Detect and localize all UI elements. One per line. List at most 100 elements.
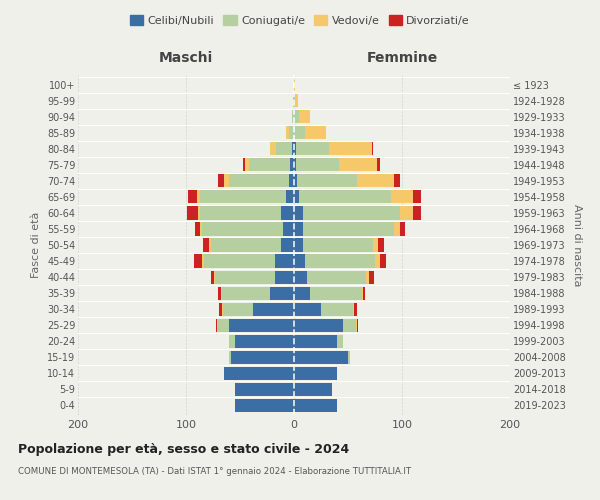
Bar [243,158,245,172]
Bar [229,174,289,188]
Bar [283,222,294,235]
Bar [290,158,294,172]
Bar [413,206,421,220]
Bar [292,110,294,124]
Bar [220,302,221,316]
Bar [245,158,248,172]
Text: Femmine: Femmine [367,52,437,66]
Bar [400,206,413,220]
Bar [294,174,297,188]
Bar [377,158,380,172]
Bar [299,110,310,124]
Bar [310,286,362,300]
Bar [337,334,343,348]
Bar [286,126,289,140]
Bar [295,94,298,107]
Bar [362,286,363,300]
Bar [294,206,302,220]
Bar [294,110,299,124]
Bar [297,174,356,188]
Bar [394,222,400,235]
Bar [223,302,253,316]
Bar [292,142,294,156]
Bar [373,238,378,252]
Text: Maschi: Maschi [159,52,213,66]
Bar [294,238,302,252]
Bar [294,94,295,107]
Bar [296,142,329,156]
Bar [194,254,202,268]
Bar [356,174,394,188]
Bar [289,174,294,188]
Legend: Celibi/Nubili, Coniugati/e, Vedovi/e, Divorziati/e: Celibi/Nubili, Coniugati/e, Vedovi/e, Di… [125,10,475,30]
Bar [224,366,294,380]
Bar [200,190,286,203]
Bar [229,318,294,332]
Bar [293,94,294,107]
Bar [348,350,350,364]
Text: COMUNE DI MONTEMESOLA (TA) - Dati ISTAT 1° gennaio 2024 - Elaborazione TUTTITALI: COMUNE DI MONTEMESOLA (TA) - Dati ISTAT … [18,468,411,476]
Bar [307,270,367,283]
Bar [253,302,294,316]
Bar [275,270,294,283]
Bar [294,142,296,156]
Bar [229,350,232,364]
Bar [372,142,373,156]
Bar [296,158,340,172]
Bar [400,222,405,235]
Bar [294,78,295,91]
Bar [214,270,215,283]
Text: Popolazione per età, sesso e stato civile - 2024: Popolazione per età, sesso e stato civil… [18,442,349,456]
Bar [353,302,355,316]
Bar [294,334,337,348]
Bar [188,190,197,203]
Bar [321,302,353,316]
Bar [294,318,343,332]
Bar [194,222,200,235]
Bar [294,190,299,203]
Bar [294,302,321,316]
Bar [200,206,281,220]
Bar [302,206,400,220]
Bar [235,399,294,412]
Bar [294,270,307,283]
Bar [216,318,217,332]
Bar [294,126,305,140]
Bar [203,238,209,252]
Bar [218,318,229,332]
Bar [289,126,294,140]
Bar [205,254,275,268]
Bar [209,238,211,252]
Bar [391,190,413,203]
Bar [221,302,223,316]
Bar [305,254,375,268]
Bar [217,318,218,332]
Bar [302,238,373,252]
Bar [394,174,400,188]
Bar [367,270,368,283]
Bar [187,206,198,220]
Bar [235,383,294,396]
Bar [294,158,296,172]
Bar [343,318,356,332]
Bar [197,190,200,203]
Bar [198,206,200,220]
Bar [340,158,377,172]
Bar [294,399,337,412]
Bar [356,318,358,332]
Bar [200,222,202,235]
Bar [275,254,294,268]
Bar [368,270,374,283]
Bar [363,286,365,300]
Bar [215,270,275,283]
Bar [229,334,235,348]
Bar [235,334,294,348]
Bar [375,254,380,268]
Y-axis label: Anni di nascita: Anni di nascita [572,204,583,286]
Bar [299,190,391,203]
Y-axis label: Fasce di età: Fasce di età [31,212,41,278]
Bar [211,270,214,283]
Bar [211,238,281,252]
Bar [218,174,224,188]
Bar [281,206,294,220]
